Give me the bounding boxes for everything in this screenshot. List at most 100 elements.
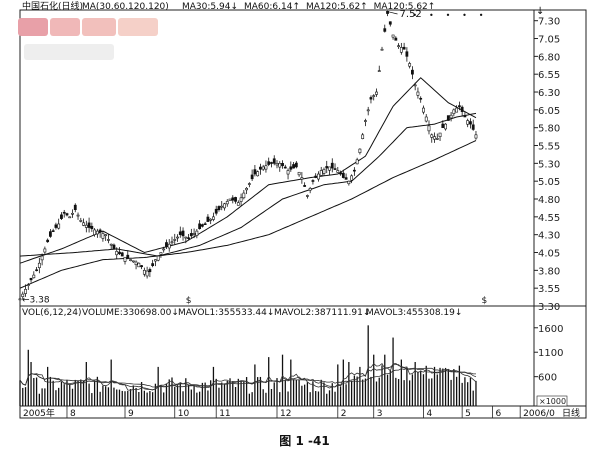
candle-body (87, 222, 91, 228)
ma-line (19, 112, 477, 257)
price-tick-label: 3.55 (538, 284, 560, 295)
candle-body (375, 91, 378, 95)
candle-body (457, 105, 461, 107)
candle-body (253, 169, 257, 175)
candle-body (131, 260, 135, 263)
candle (438, 132, 442, 141)
candle (151, 259, 155, 268)
candle-body (413, 84, 417, 87)
candle-body (195, 230, 199, 236)
candle (372, 94, 376, 101)
candle-body (391, 34, 395, 38)
candle (90, 222, 94, 232)
candle-body (142, 270, 146, 275)
candle-body (79, 220, 83, 222)
candle (239, 193, 243, 207)
candle-body (120, 252, 124, 257)
candle (178, 226, 182, 238)
candle (336, 166, 340, 173)
candle-body (156, 255, 160, 261)
candle (154, 259, 157, 267)
candle-body (366, 109, 370, 112)
candle (35, 266, 38, 272)
mavol-line (19, 364, 477, 391)
candle (60, 212, 63, 220)
candle (234, 196, 237, 204)
candle-body (170, 241, 174, 244)
candle-body (101, 233, 105, 239)
candle (98, 228, 102, 238)
candle-body (408, 63, 412, 67)
candle-body (247, 183, 251, 185)
candle (341, 169, 345, 179)
price-tick-label: 3.30 (538, 302, 560, 313)
candle (159, 252, 163, 258)
unit-box (536, 395, 568, 407)
high-label: 7.52 (400, 9, 422, 20)
candle (225, 199, 229, 207)
candle (344, 173, 348, 180)
candle-body (452, 109, 456, 114)
month-label: 3 (377, 409, 383, 419)
candle (95, 228, 99, 238)
candle-body (424, 116, 428, 122)
candle (380, 46, 384, 51)
candlesticks (18, 10, 478, 301)
candle (131, 260, 135, 263)
candle (402, 42, 406, 50)
candle-body (259, 166, 262, 170)
candle (118, 247, 121, 256)
candle-body (438, 132, 442, 137)
candle-body (311, 180, 315, 182)
candle-body (303, 185, 307, 187)
candle-body (32, 274, 36, 279)
candle (32, 271, 36, 279)
candle (140, 265, 143, 270)
candle-body (449, 114, 453, 119)
candle-body (294, 162, 298, 168)
candle (405, 47, 409, 62)
volume-header-item: MAVOL1:355533.44↓ (178, 308, 274, 318)
candle (471, 119, 475, 131)
candle (43, 246, 47, 256)
mavol-line (19, 362, 477, 391)
candle (62, 209, 66, 218)
candle (314, 173, 318, 179)
candle-body (430, 134, 434, 138)
candle (308, 186, 312, 194)
candle-body (474, 134, 478, 139)
candle (192, 228, 196, 239)
candle (397, 43, 400, 49)
candle (107, 234, 110, 244)
candle-body (62, 211, 66, 214)
candle-body (361, 134, 365, 139)
candle (217, 205, 221, 212)
candle (319, 166, 323, 177)
candle (286, 168, 290, 180)
candle (339, 170, 342, 176)
volume-tick-label: 600 (538, 373, 557, 384)
low-label: ←3.38 (22, 295, 50, 305)
candle-body (347, 180, 351, 185)
candle-body (275, 163, 279, 166)
candle-body (411, 69, 414, 75)
candle (51, 228, 55, 232)
candle (275, 160, 279, 169)
volume-header-item: MAVOL2:387111.91↓ (274, 308, 370, 318)
candle-body (264, 165, 268, 170)
candle (223, 202, 226, 211)
candle (347, 180, 351, 186)
candle (54, 222, 58, 230)
candle (37, 257, 41, 274)
candle (212, 212, 215, 222)
candle (430, 133, 434, 143)
candle (264, 160, 268, 173)
candle (220, 201, 224, 211)
candle (195, 229, 199, 239)
candle-body (21, 293, 25, 297)
candle (126, 250, 130, 260)
candle-body (137, 262, 141, 268)
candle-body (192, 233, 196, 235)
candle-body (148, 269, 152, 273)
candle (29, 277, 33, 283)
